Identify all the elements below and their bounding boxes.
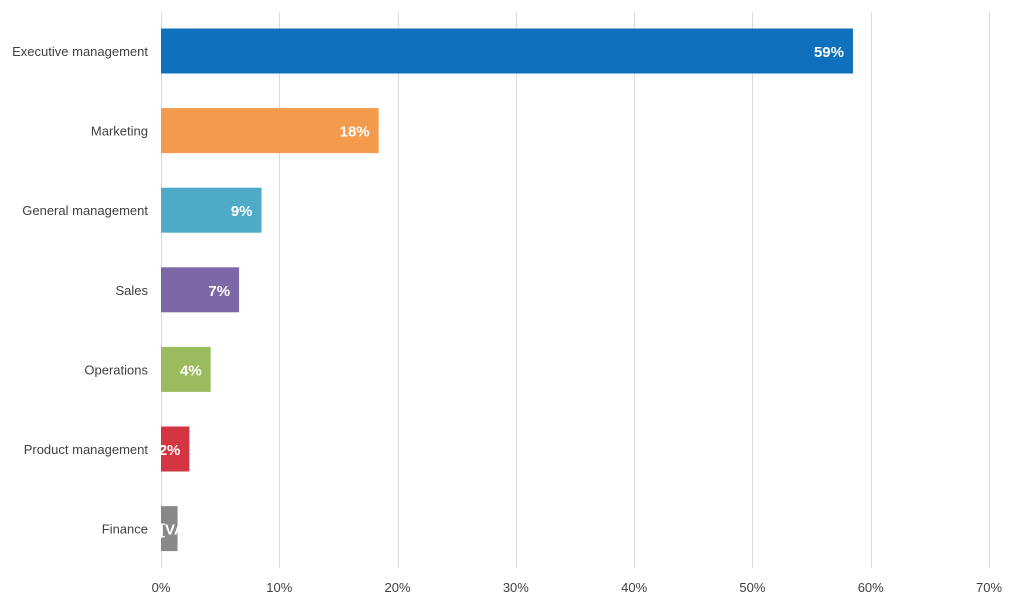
- data-label: [VALUE]: [160, 522, 220, 539]
- bar-product-management: [161, 426, 190, 472]
- data-label: 59%: [814, 44, 844, 61]
- x-tick-label: 40%: [621, 580, 647, 595]
- bar-general-management: [161, 187, 262, 233]
- data-label: 7%: [208, 283, 230, 300]
- x-tick-label: 70%: [976, 580, 1002, 595]
- data-label: 18%: [340, 124, 370, 141]
- data-label: 9%: [231, 203, 253, 220]
- x-axis-tick-labels: 0% 10% 20% 30% 40% 50% 60% 70%: [152, 580, 1003, 595]
- x-tick-label: 0%: [152, 580, 171, 595]
- bar-finance: [161, 506, 178, 552]
- category-labels: Executive management Marketing General man…: [12, 44, 148, 537]
- category-label: Finance: [102, 522, 148, 537]
- data-label: 4%: [180, 362, 202, 379]
- x-tick-label: 20%: [385, 580, 411, 595]
- data-labels: 59% 18% 9% 7% 4% 2% [VALUE]: [159, 44, 844, 539]
- bar-sales: [161, 267, 240, 313]
- bar-executive-management: [161, 28, 853, 74]
- bar-marketing: [161, 108, 379, 154]
- x-tick-label: 60%: [858, 580, 884, 595]
- category-label: General management: [22, 203, 148, 218]
- x-tick-label: 30%: [503, 580, 529, 595]
- bars: [161, 28, 853, 552]
- data-label: 2%: [159, 442, 181, 459]
- category-label: Operations: [84, 362, 148, 377]
- x-tick-label: 10%: [266, 580, 292, 595]
- category-label: Executive management: [12, 44, 148, 59]
- category-label: Sales: [115, 283, 148, 298]
- category-label: Product management: [24, 442, 149, 457]
- bar-operations: [161, 346, 211, 392]
- x-tick-label: 50%: [739, 580, 765, 595]
- category-label: Marketing: [91, 124, 148, 139]
- gridlines: [161, 12, 990, 568]
